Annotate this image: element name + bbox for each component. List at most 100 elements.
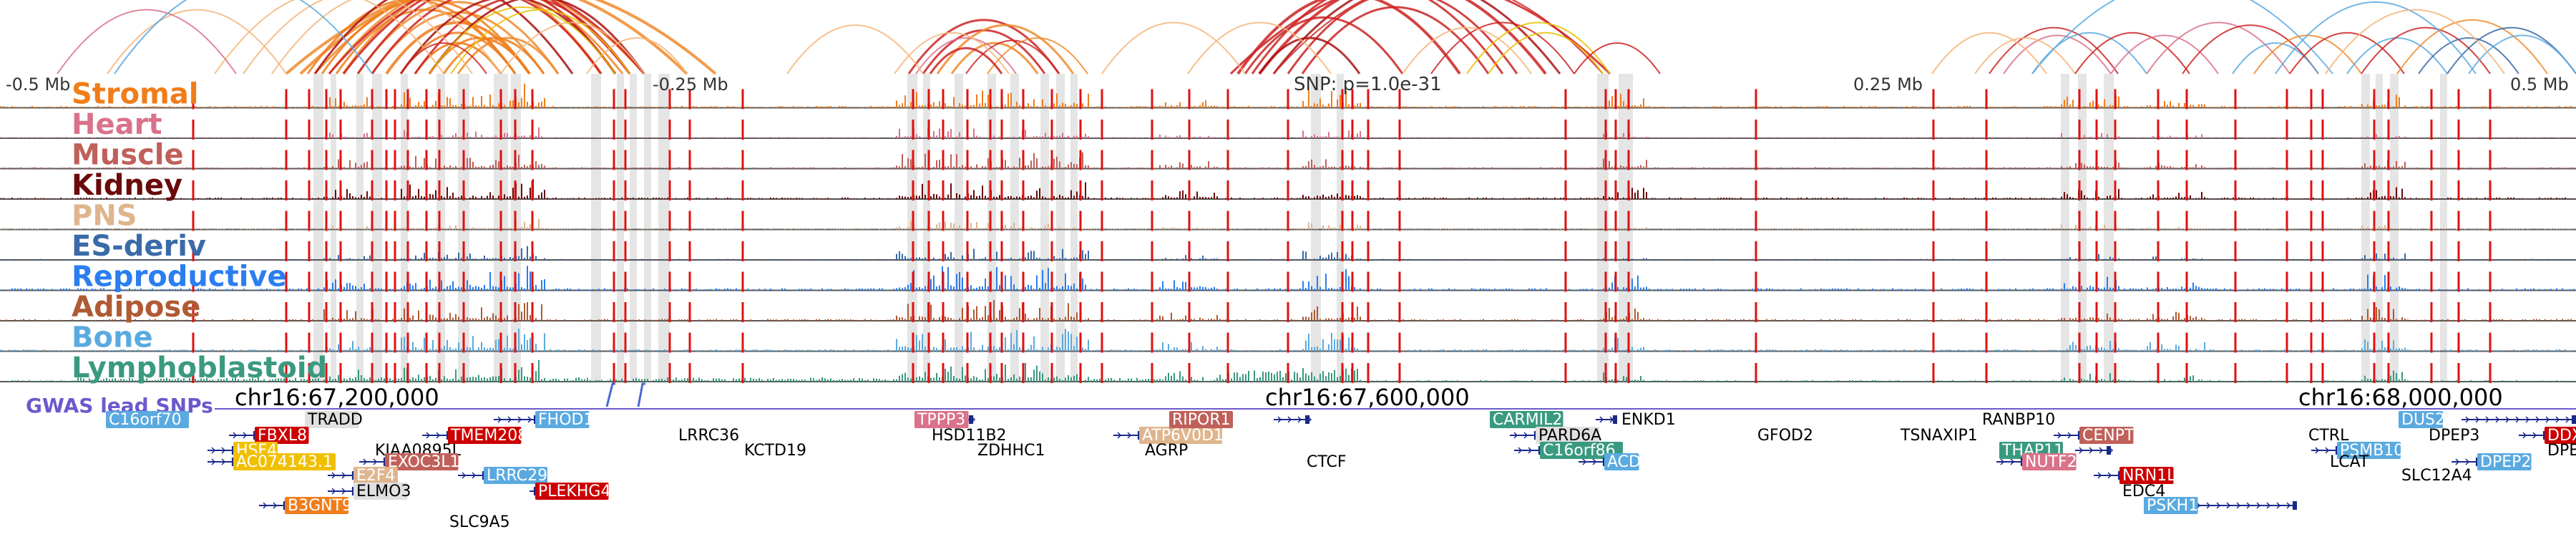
interaction-arc (2003, 34, 2112, 74)
strand-chevron (2485, 416, 2490, 423)
gene-gfod2: GFOD2 (1757, 427, 1813, 445)
interaction-arc (1430, 21, 1575, 74)
strand-chevron (1277, 416, 1282, 423)
gene-lcat: LCAT (2330, 453, 2369, 471)
strand-chevron (2286, 502, 2291, 509)
interaction-arc (2232, 42, 2319, 74)
gene-label-bg (448, 427, 522, 444)
gwas-snp-marker-2 (637, 382, 645, 407)
gene-pskh1: PSKH1 (2147, 497, 2198, 515)
strand-chevron (2525, 416, 2530, 423)
strand-chevron (373, 458, 378, 465)
strand-chevron (2236, 502, 2241, 509)
strand-chevron (1287, 416, 1292, 423)
gene-label-bg (305, 411, 359, 428)
highlight-band (923, 74, 930, 382)
gene-pard6a: PARD6A (1538, 427, 1601, 445)
strand-chevron (2545, 416, 2550, 423)
interaction-arc (328, 0, 624, 74)
gene-label-bg (2079, 427, 2134, 444)
interaction-arc (371, 0, 602, 74)
strand-chevron (472, 472, 477, 479)
highlight-band (2104, 74, 2114, 382)
coordinate-label-1: chr16:67,200,000 (235, 384, 439, 411)
gene-tsnaxip1: TSNAXIP1 (1900, 427, 1978, 445)
strand-chevron (436, 432, 441, 439)
gene-ctrl: CTRL (2308, 427, 2349, 445)
strand-chevron (243, 432, 248, 439)
strand-chevron (263, 502, 268, 509)
highlight-band (591, 74, 601, 382)
interaction-arc (1272, 0, 1561, 74)
gene-label-bg (914, 411, 969, 428)
strand-chevron (517, 416, 522, 423)
strand-chevron (2315, 447, 2320, 454)
gene-label-bg (2144, 497, 2198, 514)
gene-label-bg (1490, 411, 1563, 428)
interaction-arc (1488, 32, 1604, 74)
strand-chevron (273, 502, 278, 509)
gene-slc12a4: SLC12A4 (2401, 467, 2472, 485)
strand-chevron (426, 432, 431, 439)
gene-label-bg (255, 427, 309, 444)
interaction-arc (929, 47, 1003, 74)
strand-chevron (1592, 458, 1597, 465)
strand-chevron (2495, 416, 2500, 423)
interaction-arc (1258, 0, 1547, 75)
strand-chevron (2010, 458, 2015, 465)
highlight-band (658, 74, 670, 382)
gene-label-bg (2545, 427, 2576, 444)
track-label-reproductive: Reproductive (72, 261, 287, 294)
gene-label-bg (1540, 442, 1623, 459)
strand-chevron (2079, 447, 2084, 454)
strand-chevron (527, 416, 532, 423)
strand-chevron (341, 472, 346, 479)
coordinate-label-3: chr16:68,000,000 (2298, 384, 2503, 411)
strand-chevron (2057, 432, 2062, 439)
gene-atp6v0d1: ATP6V0D1 (1142, 427, 1224, 445)
gene-ranbp10: RANBP10 (1982, 411, 2055, 429)
strand-chevron (1582, 458, 1587, 465)
track-label-bone: Bone (72, 321, 153, 354)
interaction-arc (987, 37, 1088, 74)
strand-chevron (2099, 447, 2104, 454)
gene-ddx2: DDX2 (2547, 427, 2576, 445)
gene-nrn1l: NRN1L (2122, 467, 2176, 485)
highlight-band (1619, 74, 1633, 382)
strand-chevron (2097, 472, 2102, 479)
interaction-arc (57, 9, 237, 74)
interaction-arc (321, 0, 531, 74)
interaction-arc (2468, 34, 2576, 74)
interaction-arc (1187, 21, 1332, 74)
gene-exon (2293, 501, 2297, 510)
strand-chevron (1523, 432, 1528, 439)
strand-chevron (221, 458, 226, 465)
highlight-band (2061, 74, 2069, 382)
interaction-arc (306, 0, 517, 74)
gene-label-bg (2022, 453, 2077, 470)
highlight-band (372, 74, 382, 382)
gene-dus2: DUS2 (2401, 411, 2445, 429)
interaction-arc (2361, 26, 2491, 74)
gene-ripor1: RIPOR1 (1172, 411, 1231, 429)
interaction-arc (2418, 37, 2519, 74)
interaction-arc (2396, 19, 2548, 74)
axis-tick-pos-05: 0.5 Mb (2510, 74, 2569, 95)
interaction-arc (429, 6, 616, 74)
strand-chevron (331, 488, 336, 495)
gene-exon (2107, 446, 2111, 455)
gene-dpep2n: DPEP2N (2547, 442, 2576, 460)
interaction-arc (214, 0, 444, 74)
gene-tmem208: TMEM208 (450, 427, 527, 445)
highlight-band (2440, 74, 2447, 382)
interaction-arc (1236, 0, 1461, 75)
track-label-heart: Heart (72, 108, 162, 141)
strand-chevron (1518, 447, 1523, 454)
track-label-kidney: Kidney (72, 169, 182, 202)
strand-chevron (331, 472, 336, 479)
interaction-arc (1244, 16, 1404, 74)
strand-chevron (1117, 432, 1122, 439)
interaction-arc (2110, 34, 2219, 74)
interaction-arc (1287, 0, 1518, 74)
gene-psmb10: PSMB10 (2340, 442, 2404, 460)
